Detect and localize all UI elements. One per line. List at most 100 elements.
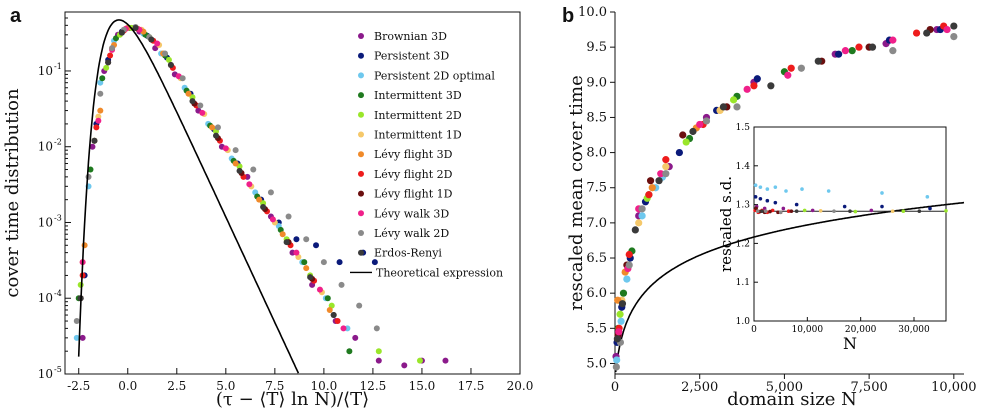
panel-b-curve	[614, 201, 965, 373]
panel-b-point-7	[662, 156, 670, 164]
panel-b-point-5	[662, 163, 670, 171]
inset-point-7	[755, 209, 760, 213]
panel-a-x-tick-label: 0.0	[118, 379, 137, 393]
panel-b-point-11	[618, 300, 627, 308]
legend-dot-marker	[358, 131, 364, 138]
panel-a-point-10	[197, 102, 204, 109]
legend-dot-marker	[358, 230, 364, 236]
inset-point-0	[765, 187, 770, 191]
panel-a-y-tick-exponent: -3	[54, 213, 62, 222]
panel-a-y-tick-exponent: -2	[54, 138, 62, 147]
inset-point-2	[762, 206, 767, 211]
panel-a-point-11	[132, 24, 139, 31]
panel-b-point-1	[835, 50, 843, 58]
panel-a-point-11	[118, 29, 125, 36]
panel-a-x-tick-label: 10.0	[311, 379, 338, 393]
panel-a-point-11	[330, 312, 337, 319]
inset-y-tick-label: 1.5	[736, 123, 751, 133]
inset-point-0	[758, 185, 763, 189]
panel-a-point-6	[279, 231, 286, 238]
inset-x-tick-label: 0	[751, 325, 757, 335]
panel-a-point-7	[334, 318, 341, 325]
panel-b-point-9	[615, 328, 623, 336]
panel-b-point-11	[814, 57, 822, 65]
inset-x-tick-label: 30,000	[898, 325, 930, 335]
panel-a-ticks: -2.5 0.0 2.5 5.0 7.5 10.0 12.5 15.0 17.5 20.010 -1…	[38, 17, 533, 393]
inset-y-tick-label: 1.3	[736, 201, 751, 211]
panel-a-point-11	[167, 61, 174, 68]
panel-a-point-4	[416, 357, 423, 364]
panel-b-y-tick-label: 9.0	[586, 75, 607, 90]
panel-b-point-10	[662, 170, 670, 178]
legend-dot-marker	[358, 210, 364, 217]
panel-b-y-tick-label: 5.5	[586, 321, 607, 336]
panel-a-point-6	[326, 306, 333, 313]
panel-a-curve	[77, 19, 300, 374]
panel-b-point-2	[623, 275, 631, 283]
panel-a-point-1	[293, 236, 300, 243]
panel-a-y-axis-label: cover time distribution	[2, 88, 23, 298]
panel-b-point-10	[889, 47, 897, 55]
inset-point-1	[928, 206, 932, 211]
inset-point-4	[789, 209, 794, 213]
panel-a-point-9	[154, 40, 161, 47]
panel-b-y-tick-label: 6.0	[586, 286, 607, 301]
panel-a-point-10	[109, 45, 116, 52]
panel-b-point-9	[841, 47, 850, 55]
inset-point-0	[826, 189, 831, 193]
panel-b-point-11	[868, 43, 877, 51]
panel-b-point-9	[784, 71, 792, 79]
inset-point-0	[880, 191, 884, 195]
panel-b-point-11	[923, 29, 931, 37]
legend-dot-marker	[358, 52, 364, 59]
panel-a-point-6	[81, 242, 88, 249]
legend-label: Lévy flight 1D	[374, 188, 453, 201]
panel-a-y-tick-exponent: -1	[54, 62, 62, 71]
legend-dot-marker	[358, 249, 364, 256]
panel-a-point-3	[346, 348, 353, 355]
inset-point-4	[768, 209, 772, 214]
panel-a-y-tick-exponent: -4	[54, 289, 62, 298]
panel-a-point-0	[79, 334, 86, 341]
panel-b-y-tick-label: 6.5	[586, 251, 607, 266]
legend-label: Brownian 3D	[374, 30, 447, 43]
inset-point-1	[842, 204, 847, 209]
panel-b-y-tick-label: 8.0	[586, 146, 607, 161]
panel-b-point-4	[616, 310, 624, 318]
legend-label: Intermittent 2D	[374, 109, 462, 122]
panel-a-point-10	[267, 189, 274, 196]
panel-a-point-10	[303, 236, 310, 243]
panel-a-point-10	[179, 75, 186, 82]
panel-b-x-tick-label: 2,500	[681, 380, 718, 395]
panel-b-point-10	[950, 33, 958, 41]
panel-b-y-tick-label: 7.0	[586, 216, 607, 231]
inset-point-6	[818, 209, 823, 213]
legend-dot-marker	[358, 33, 364, 39]
panel-a-point-9	[340, 325, 347, 332]
panel-a-point-10	[162, 50, 169, 57]
panel-a-point-10	[338, 281, 345, 288]
legend-dot-marker	[358, 92, 364, 99]
panel-a-point-9	[293, 249, 300, 256]
panel-b-inset-points	[753, 183, 948, 215]
inset-y-tick-label: 1.0	[736, 317, 751, 327]
panel-a-point-1	[336, 259, 343, 266]
panel-a-x-tick-label: 12.5	[360, 379, 387, 393]
inset-point-0	[753, 183, 758, 187]
panel-a-point-11	[148, 36, 155, 43]
legend-label: Erdos-Renyi	[374, 247, 442, 260]
panel-b-ticks: 0 2,500 5,000 7,500 10,000 5.0 5.5 6.0 6.5 7.0 7.5…	[578, 5, 977, 395]
panel-a-point-6	[97, 107, 104, 114]
panel-a-point-3	[324, 295, 331, 302]
panel-b-point-3	[619, 289, 628, 297]
panel-a-y-tick-label: 10	[38, 291, 53, 305]
panel-a-point-10	[73, 318, 80, 325]
panel-b-y-tick-label: 5.0	[586, 356, 607, 371]
panel-a-point-9	[316, 286, 323, 293]
panel-b-point-5	[635, 219, 643, 227]
panel-a-point-11	[283, 239, 290, 246]
inset-point-1	[765, 198, 770, 203]
panel-b-point-11	[689, 127, 697, 136]
panel-a-point-3	[99, 75, 106, 82]
panel-a-point-4	[165, 56, 172, 63]
